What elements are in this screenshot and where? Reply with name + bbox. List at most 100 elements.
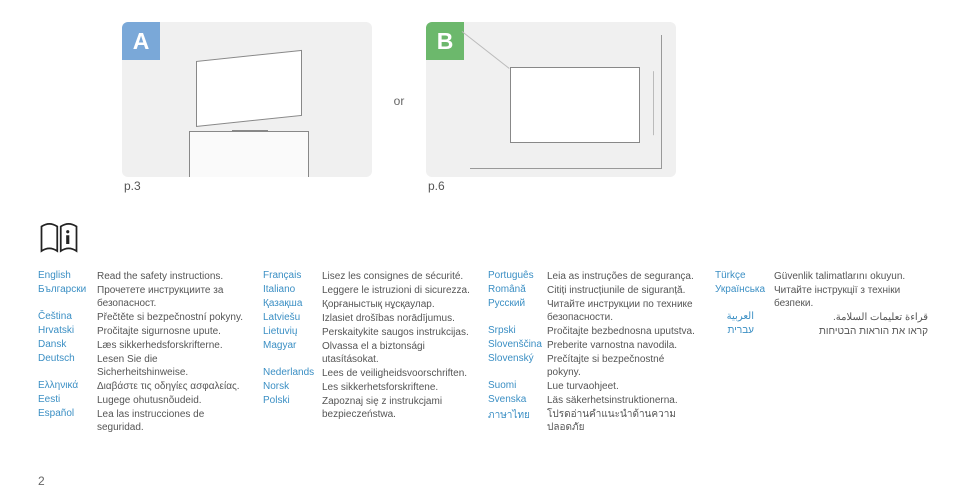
lang-name: עברית xyxy=(718,325,754,336)
lang-text: قراءة تعليمات السلامة. xyxy=(758,311,928,324)
lang-name: Українська xyxy=(715,284,770,295)
lang-row: Slovenščina Preberite varnostna navodila. xyxy=(488,339,697,352)
option-b-group: B p.6 xyxy=(426,22,676,193)
option-panels: A p.3 or B p.6 xyxy=(122,22,954,193)
tv-wall-screen-illustration xyxy=(510,67,640,143)
lang-row: БългарскиПрочетете инструкциите за безоп… xyxy=(38,284,245,310)
language-grid: English Read the safety instructions.Бълг… xyxy=(38,270,954,434)
lang-name: Srpski xyxy=(488,325,543,336)
lang-col-1: English Read the safety instructions.Бълг… xyxy=(38,270,245,434)
lang-text: Leia as instruções de segurança. xyxy=(547,270,697,283)
info-booklet-icon xyxy=(38,219,954,260)
lang-row: Ελληνικά Διαβάστε τις οδηγίες ασφαλείας. xyxy=(38,380,245,393)
lang-text: Читайте інструкції з техніки безпеки. xyxy=(774,284,928,310)
lang-text: Prečítajte si bezpečnostné pokyny. xyxy=(547,353,697,379)
lang-name: Latviešu xyxy=(263,312,318,323)
lang-text: Perskaitykite saugos instrukcijas. xyxy=(322,326,470,339)
lang-name: Deutsch xyxy=(38,353,93,364)
lang-row: קראו את הוראות הבטיחות עברית xyxy=(715,325,928,338)
lang-row: Қазақша Қорғаныстық нұсқаулар. xyxy=(263,298,470,311)
lang-row: MagyarOlvassa el a biztonsági utasítások… xyxy=(263,340,470,366)
lang-row: Polski Zapoznaj się z instrukcjami bezpie… xyxy=(263,395,470,421)
lang-row: Čeština Přečtěte si bezpečnostní pokyny. xyxy=(38,311,245,324)
lang-text: Läs säkerhetsinstruktionerna. xyxy=(547,394,697,407)
lang-name: Español xyxy=(38,408,93,419)
option-a-group: A p.3 xyxy=(122,22,372,193)
lang-name: Norsk xyxy=(263,381,318,392)
lang-row: RomânăCitiți instrucțiunile de siguranță… xyxy=(488,284,697,297)
lang-row: ภาษาไทยโปรดอ่านคำแนะนำด้านความปลอดภัย xyxy=(488,408,697,434)
badge-b: B xyxy=(426,22,464,60)
lang-text: Read the safety instructions. xyxy=(97,270,245,283)
lang-row: Nederlands Lees de veiligheidsvoorschrift… xyxy=(263,367,470,380)
tv-screen-illustration xyxy=(196,50,302,127)
lang-name: ภาษาไทย xyxy=(488,408,543,423)
caption-b: p.6 xyxy=(428,179,676,193)
lang-text: Læs sikkerhedsforskrifterne. xyxy=(97,339,245,352)
lang-name: Italiano xyxy=(263,284,318,295)
lang-row: LietuviųPerskaitykite saugos instrukcija… xyxy=(263,326,470,339)
lang-text: Leggere le istruzioni di sicurezza. xyxy=(322,284,470,297)
lang-name: Svenska xyxy=(488,394,543,405)
lang-text: קראו את הוראות הבטיחות xyxy=(758,325,928,338)
lang-text: Прочетете инструкциите за безопасност. xyxy=(97,284,245,310)
lang-row: Slovenský Prečítajte si bezpečnostné poky… xyxy=(488,353,697,379)
lang-name: Português xyxy=(488,270,543,281)
lang-name: Slovenščina xyxy=(488,339,543,350)
lang-col-2: FrançaisLisez les consignes de sécurité.… xyxy=(263,270,470,434)
lang-name: Hrvatski xyxy=(38,325,93,336)
badge-a: A xyxy=(122,22,160,60)
lang-row: TürkçeGüvenlik talimatlarını okuyun. xyxy=(715,270,928,283)
lang-name: Polski xyxy=(263,395,318,406)
lang-text: Přečtěte si bezpečnostní pokyny. xyxy=(97,311,245,324)
lang-text: Lees de veiligheidsvoorschriften. xyxy=(322,367,470,380)
lang-row: قراءة تعليمات السلامة. العربية xyxy=(715,311,928,324)
lang-name: Eesti xyxy=(38,394,93,405)
lang-name: Ελληνικά xyxy=(38,380,93,391)
lang-name: English xyxy=(38,270,93,281)
lang-row: Italiano Leggere le istruzioni di sicurez… xyxy=(263,284,470,297)
caption-a: p.3 xyxy=(124,179,372,193)
option-b-panel: B xyxy=(426,22,676,177)
lang-text: Zapoznaj się z instrukcjami bezpieczeńst… xyxy=(322,395,470,421)
lang-name: Dansk xyxy=(38,339,93,350)
page-number: 2 xyxy=(38,474,45,488)
lang-name: Русский xyxy=(488,298,543,309)
lang-name: Suomi xyxy=(488,380,543,391)
separator-or: or xyxy=(372,22,426,108)
lang-row: FrançaisLisez les consignes de sécurité. xyxy=(263,270,470,283)
lang-text: Lugege ohutusnõudeid. xyxy=(97,394,245,407)
lang-text: Olvassa el a biztonsági utasításokat. xyxy=(322,340,470,366)
lang-text: Pročitajte sigurnosne upute. xyxy=(97,325,245,338)
option-a-panel: A xyxy=(122,22,372,177)
lang-row: Українська Читайте інструкції з техніки б… xyxy=(715,284,928,310)
lang-text: Izlasiet drošības norādījumus. xyxy=(322,312,470,325)
lang-text: Pročitajte bezbednosna uputstva. xyxy=(547,325,697,338)
lang-row: English Read the safety instructions. xyxy=(38,270,245,283)
lang-text: Διαβάστε τις οδηγίες ασφαλείας. xyxy=(97,380,245,393)
lang-row: Hrvatski Pročitajte sigurnosne upute. xyxy=(38,325,245,338)
manual-page: A p.3 or B p.6 xyxy=(0,0,954,500)
lang-text: Читайте инструкции по технике безопаснос… xyxy=(547,298,697,324)
lang-text: Қорғаныстық нұсқаулар. xyxy=(322,298,470,311)
lang-name: Қазақша xyxy=(263,298,318,309)
lang-text: Preberite varnostna navodila. xyxy=(547,339,697,352)
lang-text: Les sikkerhetsforskriftene. xyxy=(322,381,470,394)
lang-row: Svenska Läs säkerhetsinstruktionerna. xyxy=(488,394,697,407)
lang-col-3: Português Leia as instruções de segurança… xyxy=(488,270,697,434)
lang-row: Srpski Pročitajte bezbednosna uputstva. xyxy=(488,325,697,338)
lang-name: Slovenský xyxy=(488,353,543,364)
lang-name: العربية xyxy=(718,311,754,322)
lang-text: Lisez les consignes de sécurité. xyxy=(322,270,470,283)
tv-wall-shadow xyxy=(642,71,654,139)
lang-name: Nederlands xyxy=(263,367,318,378)
lang-text: Lue turvaohjeet. xyxy=(547,380,697,393)
lang-col-4: TürkçeGüvenlik talimatlarını okuyun.Укра… xyxy=(715,270,928,434)
lang-text: Citiți instrucțiunile de siguranță. xyxy=(547,284,697,297)
lang-row: Русский Читайте инструкции по технике без… xyxy=(488,298,697,324)
lang-text: Lesen Sie die Sicherheitshinweise. xyxy=(97,353,245,379)
lang-row: EspañolLea las instrucciones de segurida… xyxy=(38,408,245,434)
lang-name: Čeština xyxy=(38,311,93,322)
lang-text: Güvenlik talimatlarını okuyun. xyxy=(774,270,928,283)
lang-row: Dansk Læs sikkerhedsforskrifterne. xyxy=(38,339,245,352)
